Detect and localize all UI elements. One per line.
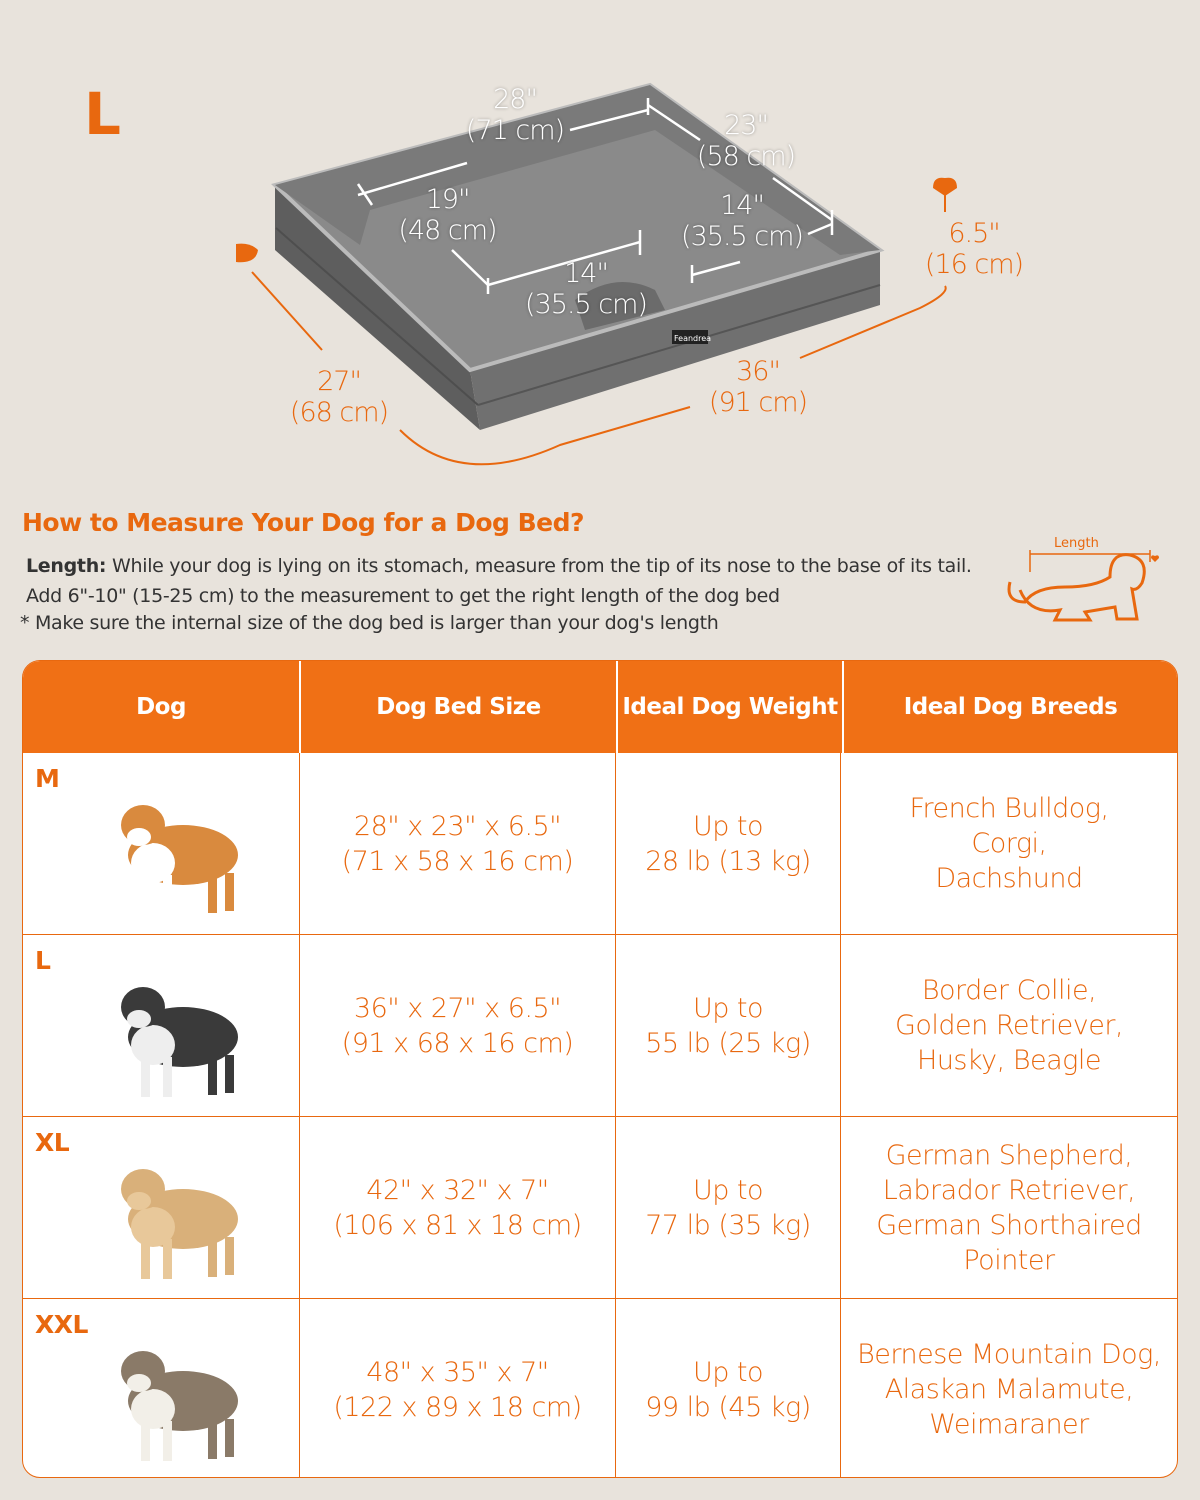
- cell-weight: Up to 28 lb (13 kg): [616, 753, 841, 934]
- cell-line: Golden Retriever,: [894, 1010, 1124, 1041]
- cell-line: (122 x 89 x 18 cm): [333, 1391, 582, 1423]
- measure-note: * Make sure the internal size of the dog…: [20, 612, 719, 634]
- dim-inner-front: 14" (35.5 cm): [525, 258, 648, 320]
- dog-photo-corgi: [121, 805, 238, 915]
- size-label: XXL: [35, 1310, 88, 1339]
- cell-line: Labrador Retriever,: [882, 1174, 1136, 1206]
- cell-line: 55 lb (25 kg): [645, 1027, 811, 1059]
- table-row: L 36" x 27" x 6.5" (91 x 68 x 16 cm) Up t…: [23, 934, 1177, 1116]
- size-label: XL: [35, 1128, 70, 1157]
- dim-right-width: 23" (58 cm): [696, 110, 796, 172]
- dim-inner-depth: 19" (48 cm): [398, 184, 497, 246]
- cell-line: Up to: [692, 1356, 764, 1388]
- cell-line: 28" x 23" x 6.5": [353, 810, 562, 842]
- table-row: M 28" x 23" x 6.5" (71 x 58 x 16 cm) Up t…: [23, 753, 1177, 934]
- measure-title: How to Measure Your Dog for a Dog Bed?: [22, 508, 585, 537]
- header-breeds: Ideal Dog Breeds: [903, 694, 1118, 720]
- cell-line: Pointer: [963, 1244, 1055, 1276]
- cell-bed-size: 48" x 35" x 7" (122 x 89 x 18 cm): [300, 1299, 616, 1477]
- cell-line: Alaskan Malamute,: [884, 1374, 1134, 1405]
- cell-line: 36" x 27" x 6.5": [353, 992, 562, 1024]
- cell-line: Bernese Mountain Dog,: [857, 1339, 1161, 1370]
- cell-breeds: French Bulldog, Corgi, Dachshund: [841, 753, 1177, 934]
- cell-line: Up to: [692, 992, 764, 1024]
- size-label: M: [35, 764, 60, 793]
- cell-weight: Up to 77 lb (35 kg): [616, 1117, 841, 1298]
- cell-dog: M: [23, 753, 300, 934]
- dim-height: 6.5" (16 cm): [924, 218, 1024, 280]
- cell-breeds: German Shepherd, Labrador Retriever, Germa…: [841, 1117, 1177, 1298]
- brand-label: Feandrea: [674, 334, 711, 343]
- cell-bed-size: 28" x 23" x 6.5" (71 x 58 x 16 cm): [300, 753, 616, 934]
- heart-icon: [236, 243, 258, 263]
- length-text: While your dog is lying on its stomach, …: [26, 555, 972, 607]
- cell-line: 48" x 35" x 7": [366, 1356, 549, 1388]
- bed-bolster: [275, 85, 880, 255]
- dim-back-length: 28" (71 cm): [465, 84, 565, 146]
- cell-line: 77 lb (35 kg): [645, 1209, 811, 1241]
- cell-bed-size: 36" x 27" x 6.5" (91 x 68 x 16 cm): [300, 935, 616, 1116]
- table-header: Dog Dog Bed Size Ideal Dog Weight Ideal …: [23, 661, 1177, 753]
- dog-photo-malamute: [121, 1351, 238, 1461]
- dimension-lines: [356, 98, 834, 294]
- brand-tag: [672, 330, 708, 344]
- header-bed-size: Dog Bed Size: [301, 661, 618, 753]
- size-chart-table: Dog Dog Bed Size Ideal Dog Weight Ideal …: [22, 660, 1178, 1478]
- cell-line: German Shorthaired: [876, 1209, 1142, 1241]
- header-dog: Dog: [23, 661, 301, 753]
- cell-line: Husky, Beagle: [917, 1045, 1101, 1076]
- cell-breeds: Bernese Mountain Dog, Alaskan Malamute, We…: [841, 1299, 1177, 1477]
- cell-dog: XXL: [23, 1299, 300, 1477]
- cell-line: Up to: [692, 810, 764, 842]
- cell-dog: L: [23, 935, 300, 1116]
- cell-line: French Bulldog,: [909, 793, 1109, 824]
- cell-bed-size: 42" x 32" x 7" (106 x 81 x 18 cm): [300, 1117, 616, 1298]
- dog-length-icon-label: Length: [1054, 536, 1099, 551]
- cell-line: (71 x 58 x 16 cm): [341, 845, 574, 877]
- dim-length: 36" (91 cm): [708, 356, 808, 418]
- cell-line: Border Collie,: [921, 975, 1097, 1006]
- cell-breeds: Border Collie, Golden Retriever, Husky, Be…: [841, 935, 1177, 1116]
- cell-dog: XL: [23, 1117, 300, 1298]
- cell-line: German Shepherd,: [885, 1139, 1133, 1171]
- header-weight: Ideal Dog Weight: [618, 661, 844, 753]
- dog-photo-labrador: [121, 1169, 238, 1279]
- cell-line: Corgi,: [971, 828, 1047, 859]
- measure-instructions: Length: While your dog is lying on its s…: [26, 551, 986, 611]
- cell-line: Up to: [692, 1174, 764, 1206]
- size-label: L: [84, 80, 121, 148]
- outer-dimension-lines: [251, 195, 947, 466]
- dog-length-icon: Length: [1000, 532, 1165, 632]
- dim-inner-right: 14" (35.5 cm): [681, 190, 804, 252]
- heart-icon: [933, 177, 957, 196]
- length-label: Length:: [26, 555, 107, 577]
- cell-line: Dachshund: [935, 863, 1083, 894]
- cell-line: 28 lb (13 kg): [645, 845, 811, 877]
- table-row: XL 42" x 32" x 7" (106 x 81 x 18 cm) Up t…: [23, 1116, 1177, 1298]
- size-label: L: [35, 946, 51, 975]
- cell-line: 42" x 32" x 7": [366, 1174, 549, 1206]
- cell-line: (91 x 68 x 16 cm): [341, 1027, 574, 1059]
- cell-line: 99 lb (45 kg): [645, 1391, 811, 1423]
- dog-bed-illustration: Feandrea: [236, 82, 957, 466]
- cell-weight: Up to 99 lb (45 kg): [616, 1299, 841, 1477]
- table-row: XXL 48" x 35" x 7" (122 x 89 x 18 cm) Up …: [23, 1298, 1177, 1477]
- bed-left-side: [275, 185, 480, 430]
- cell-weight: Up to 55 lb (25 kg): [616, 935, 841, 1116]
- dim-depth: 27" (68 cm): [289, 366, 389, 428]
- cell-line: (106 x 81 x 18 cm): [333, 1209, 582, 1241]
- dog-photo-border-collie: [121, 987, 238, 1097]
- cell-line: Weimaraner: [929, 1409, 1089, 1440]
